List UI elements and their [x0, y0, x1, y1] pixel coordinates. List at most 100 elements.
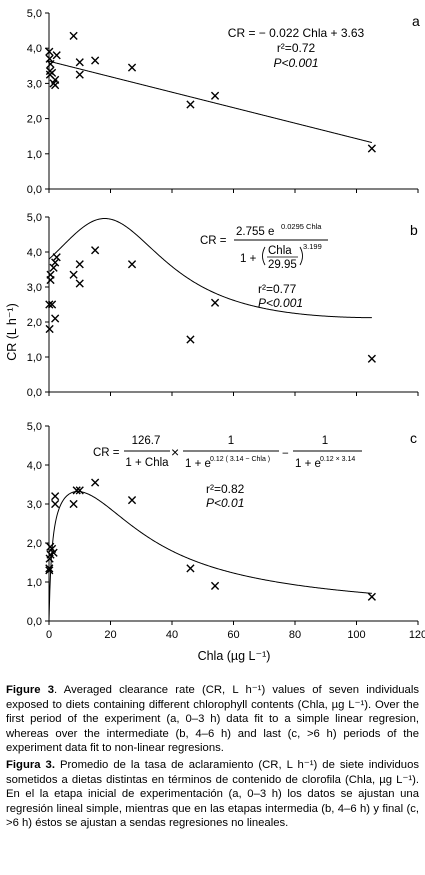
- y-tick-label: 1,0: [27, 149, 42, 161]
- x-tick-label: 80: [289, 629, 301, 641]
- panel-b: b CR = 2.755 e 0.0295 Chla 1 + Chla 29.9…: [27, 212, 419, 399]
- data-point: [75, 70, 84, 79]
- equation-c-term1-denominator: 1 + Chla: [125, 457, 169, 469]
- x-tick-label: 120: [409, 629, 425, 641]
- equation-c-term1-numerator: 126.7: [132, 435, 161, 447]
- data-point: [69, 499, 78, 509]
- y-tick-label: 3,0: [27, 499, 42, 511]
- data-point: [45, 566, 54, 575]
- equation-b-inner-numerator: Chla: [268, 245, 292, 257]
- y-tick-label: 1,0: [27, 352, 42, 364]
- data-point: [49, 263, 58, 272]
- equation-c-term2-denominator: 1 + e: [185, 458, 211, 470]
- data-point: [367, 144, 376, 153]
- y-tick-label: 5,0: [27, 8, 42, 20]
- p-value-c: P<0.01: [206, 496, 244, 510]
- equation-c-term3-numerator: 1: [322, 435, 328, 447]
- caption-english-figure-label: Figure 3: [6, 684, 55, 696]
- caption-spanish-figure-label: Figura 3.: [6, 758, 55, 771]
- equation-a: CR = − 0.022 Chla + 3.63: [228, 26, 365, 40]
- r2-c: r²=0.82: [206, 482, 245, 496]
- y-tick-label: 4,0: [27, 247, 42, 259]
- y-tick-label: 4,0: [27, 460, 42, 472]
- equation-c-lhs: CR =: [93, 447, 120, 459]
- data-point: [72, 486, 81, 495]
- equation-b-numerator-exp: 0.0295 Chla: [281, 222, 322, 231]
- data-point: [47, 68, 57, 77]
- data-point: [45, 300, 54, 309]
- y-tick-label: 2,0: [27, 538, 42, 550]
- equation-b-denominator-exp: 3.199: [303, 242, 322, 251]
- equation-c-term2-numerator: 1: [228, 435, 234, 447]
- data-point: [51, 258, 60, 267]
- equation-b-paren-right: [299, 246, 303, 266]
- figure-caption: Figure 3. Averaged clearance rate (CR, L…: [6, 683, 419, 833]
- data-point: [91, 478, 100, 487]
- y-tick-label: 0,0: [27, 616, 42, 628]
- figure-3-charts: CR (L h⁻¹) a CR = − 0.022 Chla + 3.63 r²…: [5, 8, 425, 663]
- y-axis-label: CR (L h⁻¹): [5, 303, 19, 361]
- data-point: [45, 324, 54, 334]
- equation-c-times: ×: [171, 444, 179, 460]
- data-point: [45, 564, 54, 573]
- data-point: [51, 81, 60, 90]
- fit-curve-a: [48, 60, 373, 144]
- data-point: [367, 592, 376, 601]
- data-point: [47, 300, 57, 309]
- data-point: [367, 354, 376, 363]
- y-tick-label: 5,0: [27, 212, 42, 224]
- x-tick-label: 20: [104, 629, 116, 641]
- y-tick-label: 3,0: [27, 78, 42, 90]
- equation-b-lhs: CR =: [200, 235, 227, 247]
- p-value-a: P<0.001: [273, 56, 318, 70]
- axes-a: 0,0 1,0 2,0 3,0 4,0 5,0: [27, 8, 419, 196]
- y-tick-label: 1,0: [27, 577, 42, 589]
- data-point: [91, 246, 100, 255]
- x-tick-label: 60: [227, 629, 239, 641]
- y-tick-label: 2,0: [27, 317, 42, 329]
- data-point: [127, 63, 137, 72]
- data-point: [91, 56, 100, 65]
- data-point: [210, 91, 220, 100]
- x-tick-label: 0: [46, 629, 52, 641]
- equation-c-term3-exp: 0.12 × 3.14: [320, 456, 355, 463]
- data-point: [210, 581, 220, 590]
- data-point: [75, 58, 84, 67]
- data-point: [52, 253, 61, 262]
- equation-b-inner-denominator: 29.95: [268, 259, 297, 271]
- y-tick-label: 4,0: [27, 43, 42, 55]
- data-point: [49, 548, 58, 557]
- data-point: [46, 275, 55, 285]
- p-value-b: P<0.001: [258, 296, 303, 310]
- data-point: [69, 31, 78, 40]
- data-point: [45, 47, 54, 56]
- data-point: [51, 499, 60, 509]
- data-point: [210, 298, 220, 307]
- axes-c: 0,0 1,0 2,0 3,0 4,0 5,0 0 20 40 60 80 100 120: [27, 421, 425, 641]
- equation-b-numerator: 2.755 e: [236, 226, 274, 238]
- equation-c: CR = 126.7 1 + Chla × 1 1 + e 0.12 ( 3.1…: [93, 435, 362, 470]
- x-tick-label: 100: [347, 629, 365, 641]
- y-tick-label: 2,0: [27, 114, 42, 126]
- data-point: [75, 279, 84, 288]
- data-point: [127, 260, 137, 269]
- equation-c-term3-denominator: 1 + e: [295, 458, 321, 470]
- data-point: [127, 496, 137, 505]
- equation-b-paren-left: [262, 246, 266, 266]
- caption-english: Figure 3. Averaged clearance rate (CR, L…: [6, 683, 419, 756]
- x-tick-label: 40: [166, 629, 178, 641]
- equation-b-denominator-prefix: 1 +: [240, 253, 257, 265]
- y-tick-label: 3,0: [27, 282, 42, 294]
- data-point: [51, 492, 60, 501]
- data-point: [52, 51, 61, 60]
- data-point: [75, 486, 84, 495]
- equation-c-minus: −: [282, 448, 289, 460]
- y-tick-label: 0,0: [27, 184, 42, 196]
- y-tick-label: 0,0: [27, 387, 42, 399]
- panel-c: c CR = 126.7 1 + Chla × 1 1 + e 0.12 ( 3…: [27, 421, 425, 663]
- r2-b: r²=0.77: [258, 282, 297, 296]
- data-point: [186, 100, 195, 109]
- panel-letter-a: a: [412, 13, 420, 29]
- data-point: [69, 270, 78, 279]
- caption-spanish: Figura 3. Promedio de la tasa de aclaram…: [6, 758, 419, 831]
